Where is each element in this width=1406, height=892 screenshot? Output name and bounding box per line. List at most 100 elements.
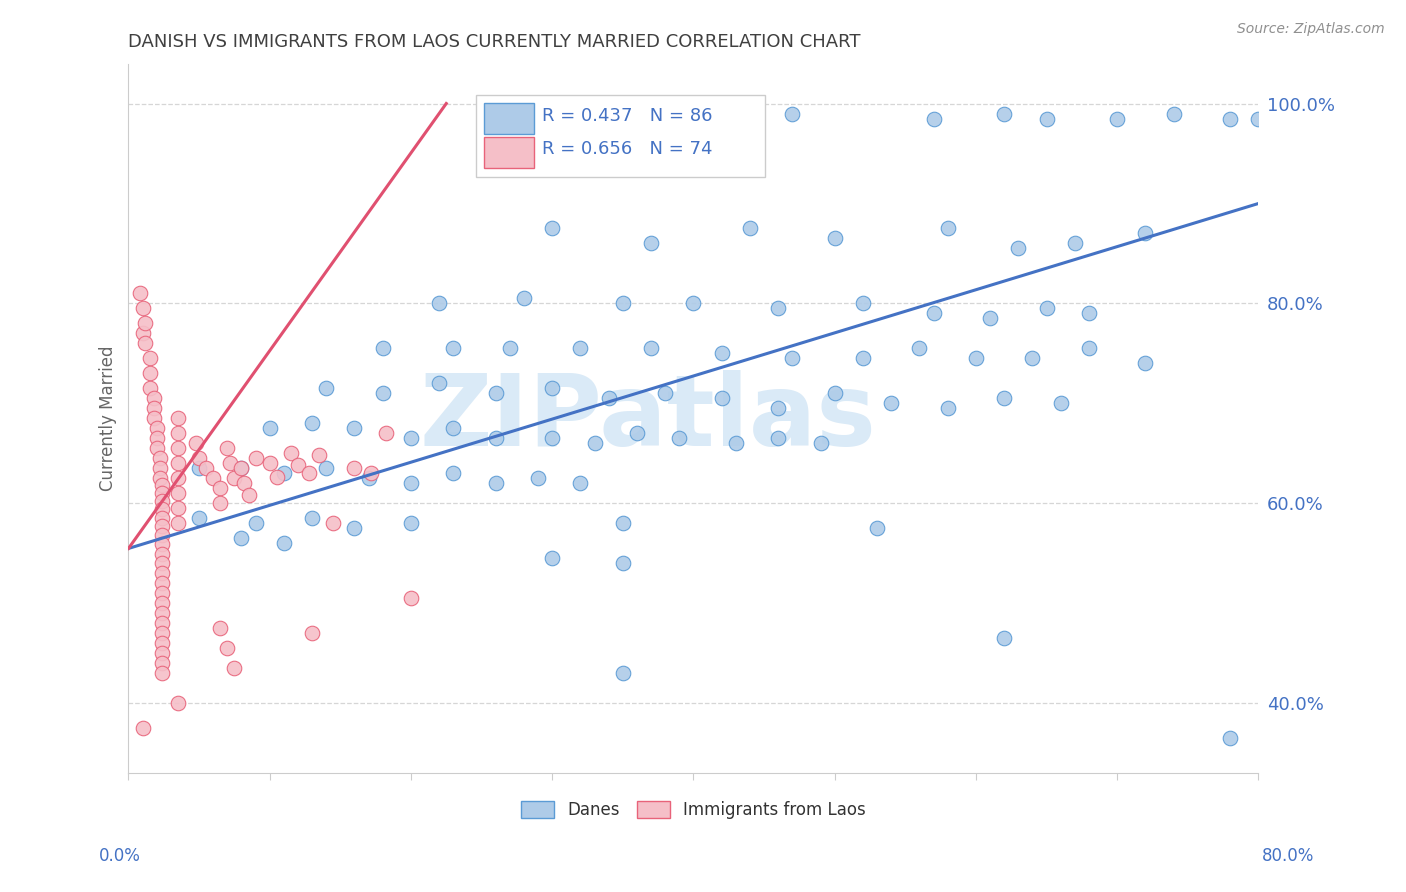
Point bbox=[1063, 236, 1085, 251]
Point bbox=[145, 442, 167, 456]
Point bbox=[128, 286, 150, 301]
Point bbox=[1219, 112, 1241, 126]
Point bbox=[138, 382, 160, 396]
Point bbox=[1247, 112, 1270, 126]
Point bbox=[527, 471, 550, 485]
Text: Source: ZipAtlas.com: Source: ZipAtlas.com bbox=[1237, 22, 1385, 37]
Point bbox=[195, 461, 218, 475]
Point bbox=[936, 221, 959, 235]
Point bbox=[371, 342, 394, 356]
Point bbox=[626, 426, 648, 441]
Point bbox=[343, 521, 366, 535]
FancyBboxPatch shape bbox=[477, 95, 765, 178]
Point bbox=[150, 548, 173, 562]
Point bbox=[266, 470, 288, 484]
Point bbox=[209, 496, 232, 510]
Point bbox=[224, 661, 246, 675]
Point bbox=[150, 494, 173, 508]
Point bbox=[217, 442, 239, 456]
Point bbox=[150, 486, 173, 500]
Point bbox=[167, 457, 190, 471]
Point bbox=[167, 471, 190, 485]
Point bbox=[993, 392, 1015, 406]
Text: ZIPatlas: ZIPatlas bbox=[420, 370, 877, 467]
Point bbox=[880, 396, 903, 410]
Y-axis label: Currently Married: Currently Married bbox=[100, 346, 117, 491]
Point bbox=[612, 516, 634, 531]
Point bbox=[654, 386, 676, 401]
Point bbox=[357, 471, 380, 485]
Point bbox=[640, 236, 662, 251]
Point bbox=[315, 382, 337, 396]
Point bbox=[231, 532, 253, 546]
Point bbox=[371, 386, 394, 401]
Point bbox=[922, 112, 945, 126]
Text: R = 0.656   N = 74: R = 0.656 N = 74 bbox=[543, 140, 713, 159]
Point bbox=[245, 451, 267, 466]
Point bbox=[1035, 112, 1057, 126]
Point bbox=[485, 386, 508, 401]
Text: 0.0%: 0.0% bbox=[98, 847, 141, 865]
Point bbox=[150, 478, 173, 492]
Point bbox=[513, 292, 536, 306]
Point bbox=[273, 536, 295, 550]
Point bbox=[224, 471, 246, 485]
Point bbox=[1135, 356, 1157, 370]
Point bbox=[399, 516, 422, 531]
Point bbox=[134, 336, 156, 351]
Point bbox=[1035, 301, 1057, 316]
Point bbox=[583, 436, 606, 450]
Point bbox=[150, 657, 173, 671]
Point bbox=[441, 467, 464, 481]
Point bbox=[308, 449, 330, 463]
Point bbox=[167, 411, 190, 425]
Point bbox=[682, 296, 704, 310]
Point bbox=[374, 426, 396, 441]
Point bbox=[612, 557, 634, 571]
Point bbox=[150, 566, 173, 581]
Point bbox=[219, 457, 242, 471]
Point bbox=[138, 351, 160, 366]
Point bbox=[167, 486, 190, 500]
Point bbox=[238, 488, 260, 502]
Point bbox=[150, 616, 173, 631]
Point bbox=[259, 457, 281, 471]
Point bbox=[231, 461, 253, 475]
Point bbox=[301, 417, 323, 431]
Point bbox=[150, 576, 173, 591]
Point bbox=[343, 461, 366, 475]
Point bbox=[399, 432, 422, 446]
Point bbox=[1077, 342, 1099, 356]
Point bbox=[441, 421, 464, 435]
Point bbox=[231, 461, 253, 475]
Point bbox=[150, 597, 173, 611]
Point bbox=[273, 467, 295, 481]
Point bbox=[150, 636, 173, 650]
Point bbox=[993, 106, 1015, 120]
Point bbox=[485, 476, 508, 491]
Point bbox=[1219, 731, 1241, 746]
Point bbox=[569, 476, 592, 491]
Point bbox=[148, 461, 170, 475]
Point bbox=[824, 231, 846, 245]
Point bbox=[131, 326, 153, 341]
Point bbox=[710, 346, 733, 360]
Point bbox=[810, 436, 832, 450]
Point bbox=[852, 296, 875, 310]
Point bbox=[322, 516, 344, 531]
Point bbox=[150, 528, 173, 542]
Point bbox=[315, 461, 337, 475]
Point bbox=[1107, 112, 1129, 126]
Point bbox=[188, 461, 211, 475]
Legend: Danes, Immigrants from Laos: Danes, Immigrants from Laos bbox=[515, 794, 873, 825]
Point bbox=[150, 626, 173, 640]
Point bbox=[399, 591, 422, 606]
Point bbox=[150, 666, 173, 681]
Point bbox=[922, 306, 945, 320]
Point bbox=[145, 432, 167, 446]
Point bbox=[131, 301, 153, 316]
Point bbox=[209, 622, 232, 636]
Point bbox=[167, 426, 190, 441]
Point bbox=[167, 501, 190, 516]
Point bbox=[150, 647, 173, 661]
